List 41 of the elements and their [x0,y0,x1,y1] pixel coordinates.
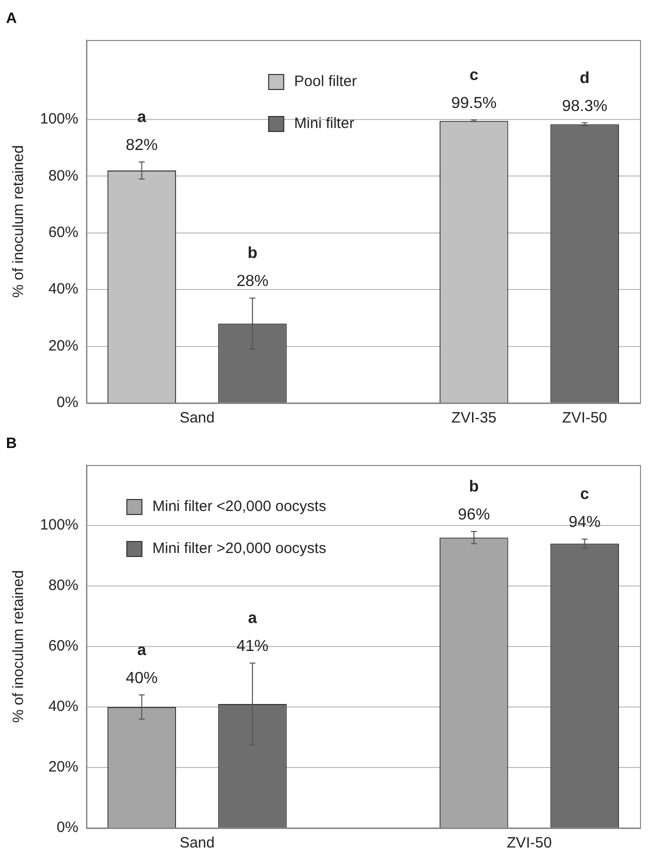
data-label: 40% [126,670,158,687]
annotation: a [137,108,146,126]
x-tick-label: Sand [180,410,215,427]
annotation: c [469,66,478,84]
data-label: 82% [126,136,158,154]
chart-title: A [6,10,17,28]
y-tick-label: 100% [40,516,78,534]
annotation: c [580,486,590,504]
data-label: 94% [568,514,601,532]
y-tick-label: 40% [48,280,78,298]
annotation: a [248,610,257,628]
data-label: 98.3% [562,98,608,115]
legend-label: Pool filter [294,73,357,90]
x-tick-label: ZVI-35 [451,410,496,427]
annotation: b [248,245,258,262]
y-tick-label: 100% [40,110,78,128]
data-label: 41% [236,638,268,656]
y-tick-label: 0% [56,819,78,836]
y-tick-label: 20% [48,758,78,776]
y-axis-title: % of inoculum retained [10,145,28,298]
y-tick-label: 80% [48,577,78,594]
y-tick-label: 80% [48,167,78,184]
x-tick-label: Sand [180,834,215,851]
legend-label: Mini filter [294,115,354,132]
x-tick-label: ZVI-50 [506,834,552,851]
annotation: d [580,70,590,87]
data-label: 28% [236,273,268,290]
y-tick-label: 0% [56,394,78,412]
y-tick-label: 60% [48,224,78,241]
data-label: 96% [458,506,490,524]
legend-label: Mini filter <20,000 oocysts [152,498,326,516]
annotation: a [137,642,146,659]
y-axis-title: % of inoculum retained [10,570,28,723]
data-label: 99.5% [451,94,497,112]
annotation: b [469,478,480,496]
y-tick-label: 40% [48,698,78,716]
legend-label: Mini filter >20,000 oocysts [152,540,326,558]
chart-title: B [6,435,17,452]
y-tick-label: 60% [48,638,78,655]
x-tick-label: ZVI-50 [562,410,608,427]
y-tick-label: 20% [48,337,78,354]
